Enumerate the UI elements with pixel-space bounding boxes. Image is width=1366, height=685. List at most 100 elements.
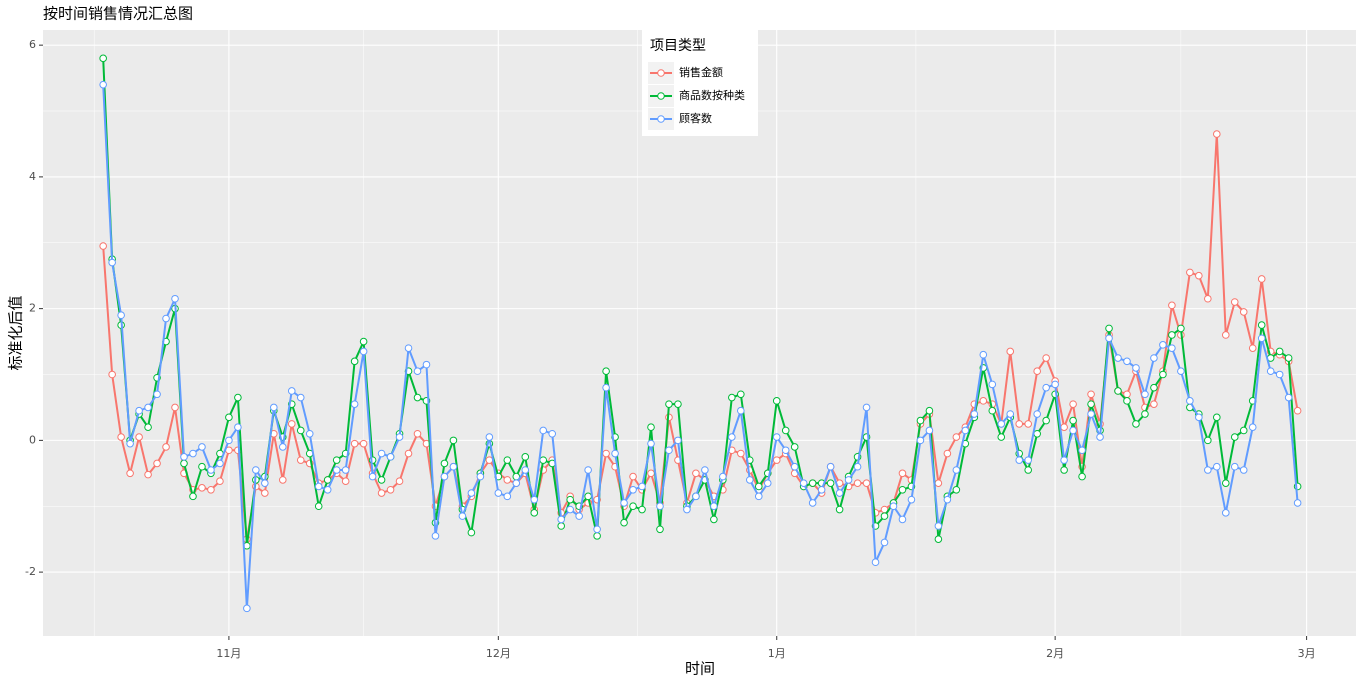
- data-point: [754, 482, 763, 491]
- data-point: [1078, 446, 1086, 455]
- data-point: [350, 357, 359, 366]
- data-point: [252, 466, 260, 474]
- data-point: [1177, 324, 1185, 333]
- data-point: [1239, 466, 1248, 474]
- x-tick-label: 1月: [768, 647, 786, 660]
- data-point: [1042, 416, 1050, 425]
- y-tick-label: 4: [29, 170, 36, 183]
- data-point: [719, 472, 727, 481]
- data-point: [189, 449, 197, 458]
- data-point: [728, 433, 736, 441]
- data-point: [907, 495, 916, 504]
- data-point: [162, 314, 170, 323]
- data-point: [656, 502, 664, 511]
- data-point: [359, 439, 368, 448]
- data-point: [216, 477, 224, 486]
- data-point: [1195, 413, 1203, 422]
- data-point: [566, 495, 574, 504]
- data-point: [431, 532, 440, 540]
- data-point: [952, 485, 961, 494]
- data-point: [503, 456, 512, 464]
- data-point: [1239, 426, 1248, 435]
- data-point: [1186, 397, 1194, 405]
- data-point: [1195, 271, 1203, 280]
- data-point: [1033, 367, 1041, 376]
- data-point: [1159, 370, 1167, 379]
- data-point: [1015, 456, 1024, 464]
- data-point: [665, 446, 673, 455]
- data-point: [198, 462, 206, 471]
- data-point: [979, 397, 988, 405]
- legend-label: 顾客数: [679, 111, 712, 125]
- data-point: [853, 462, 862, 471]
- data-point: [180, 459, 188, 468]
- data-point: [1006, 410, 1015, 418]
- data-point: [395, 433, 404, 441]
- data-point: [880, 538, 889, 547]
- data-point: [790, 462, 799, 471]
- data-point: [198, 483, 206, 492]
- data-point: [1248, 423, 1257, 431]
- data-point: [1275, 370, 1284, 379]
- series-layer: [99, 54, 1302, 613]
- data-point: [557, 515, 565, 524]
- data-point: [638, 482, 646, 491]
- data-point: [1060, 456, 1068, 464]
- data-point: [494, 489, 503, 497]
- data-point: [126, 469, 134, 478]
- data-point: [1015, 420, 1024, 428]
- data-point: [530, 495, 539, 504]
- data-point: [772, 397, 781, 405]
- data-point: [997, 433, 1006, 441]
- data-point: [871, 558, 880, 567]
- data-point: [1006, 347, 1015, 356]
- data-point: [799, 479, 808, 487]
- y-tick-label: 2: [29, 302, 36, 315]
- data-point: [377, 489, 386, 497]
- data-point: [1132, 364, 1140, 372]
- data-point: [1060, 466, 1068, 474]
- data-point: [925, 426, 934, 435]
- data-point: [629, 472, 637, 481]
- data-point: [737, 406, 745, 415]
- data-point: [754, 492, 763, 501]
- data-point: [287, 420, 296, 428]
- data-point: [503, 492, 512, 501]
- data-point: [952, 466, 961, 474]
- legend-label: 商品数按种类: [679, 88, 745, 102]
- data-point: [593, 525, 601, 534]
- data-point: [1168, 301, 1176, 310]
- data-point: [332, 456, 341, 464]
- x-axis-title: 时间: [685, 660, 715, 678]
- data-point: [844, 476, 853, 484]
- data-point: [368, 472, 377, 481]
- data-point: [413, 393, 422, 402]
- data-point: [557, 522, 565, 530]
- y-tick-label: -2: [25, 565, 36, 578]
- data-point: [997, 420, 1006, 428]
- data-point: [835, 489, 844, 497]
- data-point: [620, 518, 628, 527]
- data-point: [737, 449, 745, 458]
- data-point: [1150, 383, 1158, 392]
- data-point: [323, 476, 332, 484]
- data-point: [602, 449, 610, 458]
- data-point: [1293, 499, 1302, 507]
- data-point: [278, 476, 287, 484]
- data-point: [1221, 479, 1230, 487]
- data-point: [278, 443, 287, 451]
- data-point: [216, 459, 224, 468]
- data-point: [512, 479, 521, 487]
- data-point: [1123, 390, 1131, 399]
- data-point: [386, 453, 395, 461]
- data-point: [1186, 268, 1194, 277]
- data-point: [539, 456, 548, 464]
- y-tick-label: 6: [29, 38, 36, 51]
- data-point: [988, 380, 997, 389]
- data-point: [1060, 423, 1068, 431]
- data-point: [395, 477, 404, 486]
- data-point: [1087, 410, 1095, 418]
- data-point: [117, 311, 125, 320]
- data-point: [1212, 130, 1221, 138]
- x-tick-label: 2月: [1046, 647, 1064, 660]
